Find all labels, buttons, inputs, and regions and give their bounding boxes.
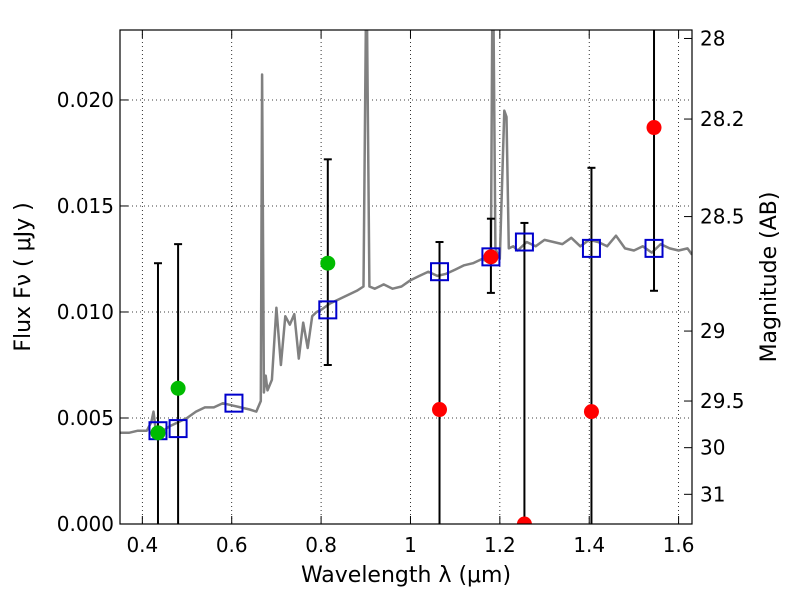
detection-point	[150, 425, 166, 441]
synthetic-point	[514, 232, 534, 252]
synthetic-point	[644, 238, 664, 258]
y-tick-label: 0.020	[57, 88, 114, 112]
synthetic-point	[168, 419, 188, 439]
x-tick-label: 1.2	[484, 533, 516, 557]
magnitude-tick-label: 29.5	[700, 389, 745, 413]
magnitude-tick-label: 28	[700, 26, 725, 50]
magnitude-tick-label: 31	[700, 482, 725, 506]
observed-non-detections	[432, 120, 662, 524]
y-tick-label: 0.015	[57, 194, 114, 218]
detection-point	[170, 380, 186, 396]
x-axis-label: Wavelength λ (μm)	[301, 563, 511, 588]
grid	[120, 30, 692, 525]
magnitude-tick-label: 29	[700, 319, 725, 343]
x-tick-label: 0.6	[216, 533, 248, 557]
synthetic-point	[481, 247, 501, 267]
synthetic-photometry	[148, 232, 664, 441]
y-axis-label: Flux Fν ( μJy )	[11, 202, 36, 351]
model-spectrum	[120, 30, 692, 435]
synthetic-point	[430, 262, 450, 282]
observed-detections	[150, 255, 336, 441]
model-spectrum-line	[120, 30, 692, 435]
non-detection-point	[432, 402, 448, 418]
non-detection-point	[516, 516, 532, 524]
x-tick-label: 1.4	[573, 533, 605, 557]
magnitude-axis-label: Magnitude (AB)	[757, 192, 782, 363]
y-tick-label: 0.000	[57, 512, 114, 536]
magnitude-tick-label: 28.2	[700, 107, 745, 131]
y-axis-ticks: 0.000 0.005 0.010 0.015 0.020	[57, 88, 128, 536]
plot-frame	[119, 29, 693, 525]
magnitude-tick-label: 28.5	[700, 205, 745, 229]
magnitude-axis-ticks: 28 28.2 28.5 29 29.5 30 31	[684, 26, 745, 506]
x-tick-label: 0.4	[126, 533, 158, 557]
synthetic-point	[318, 300, 338, 320]
non-detection-point	[483, 249, 499, 265]
synthetic-point	[224, 393, 244, 413]
non-detection-point	[646, 120, 662, 136]
non-detection-point	[583, 404, 599, 420]
x-axis-ticks: 0.4 0.6 0.8 1 1.2 1.4 1.6	[126, 30, 695, 557]
y-tick-label: 0.005	[57, 406, 114, 430]
x-tick-label: 0.8	[305, 533, 337, 557]
x-tick-label: 1	[404, 533, 417, 557]
y-tick-label: 0.010	[57, 300, 114, 324]
magnitude-tick-label: 30	[700, 436, 725, 460]
detection-point	[320, 255, 336, 271]
synthetic-point	[581, 238, 601, 258]
error-bars	[153, 30, 659, 524]
x-tick-label: 1.6	[663, 533, 695, 557]
